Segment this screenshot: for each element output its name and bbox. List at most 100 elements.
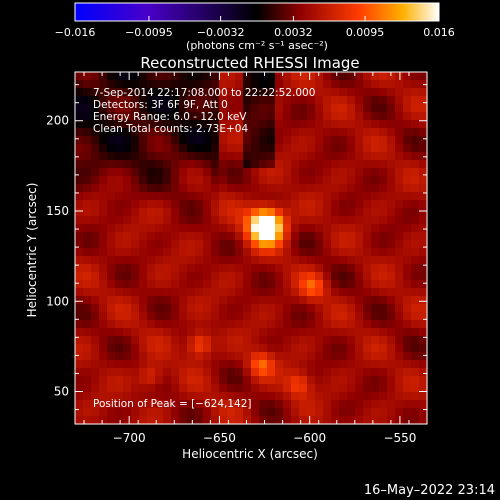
heatmap-cell <box>403 176 412 185</box>
heatmap-cell <box>147 280 156 289</box>
heatmap-cell <box>291 184 300 193</box>
heatmap-cell <box>227 80 236 89</box>
heatmap-cell <box>291 168 300 177</box>
heatmap-cell <box>299 408 308 417</box>
heatmap-cell <box>267 192 276 201</box>
heatmap-cell <box>147 320 156 329</box>
heatmap-cell <box>419 88 428 97</box>
heatmap-cell <box>379 232 388 241</box>
heatmap-cell <box>91 112 100 121</box>
heatmap-cell <box>267 328 276 337</box>
heatmap-cell <box>395 272 404 281</box>
heatmap-cell <box>227 248 236 257</box>
heatmap-cell <box>115 288 124 297</box>
heatmap-cell <box>211 248 220 257</box>
heatmap-cell <box>219 72 228 81</box>
heatmap-cell <box>347 280 356 289</box>
heatmap-cell <box>283 304 292 313</box>
heatmap-cell <box>147 72 156 81</box>
heatmap-cell <box>395 312 404 321</box>
heatmap-cell <box>347 112 356 121</box>
heatmap-cell <box>363 392 372 401</box>
heatmap-cell <box>395 72 404 81</box>
heatmap-cell <box>347 336 356 345</box>
heatmap-cell <box>291 88 300 97</box>
heatmap-cell <box>339 136 348 145</box>
heatmap-cell <box>107 72 116 81</box>
heatmap-cell <box>139 216 148 225</box>
heatmap-cell <box>99 160 108 169</box>
heatmap-cell <box>195 400 204 409</box>
heatmap-cell <box>331 208 340 217</box>
heatmap-cell <box>115 296 124 305</box>
heatmap-cell <box>395 240 404 249</box>
heatmap-cell <box>195 416 204 425</box>
heatmap-cell <box>323 224 332 233</box>
heatmap-cell <box>211 192 220 201</box>
heatmap-cell <box>75 336 84 345</box>
heatmap-cell <box>235 392 244 401</box>
heatmap-cell <box>99 392 108 401</box>
heatmap-cell <box>83 200 92 209</box>
heatmap-cell <box>163 312 172 321</box>
heatmap-cell <box>115 248 124 257</box>
heatmap-cell <box>83 216 92 225</box>
heatmap-cell <box>267 400 276 409</box>
heatmap-cell <box>291 144 300 153</box>
heatmap-cell <box>363 384 372 393</box>
heatmap-cell <box>171 416 180 425</box>
heatmap-cell <box>419 320 428 329</box>
heatmap-cell <box>403 328 412 337</box>
heatmap-cell <box>155 152 164 161</box>
heatmap-cell <box>283 176 292 185</box>
heatmap-cell <box>203 88 212 97</box>
heatmap-cell <box>395 336 404 345</box>
heatmap-cell <box>339 288 348 297</box>
heatmap-cell <box>419 216 428 225</box>
heatmap-cell <box>387 328 396 337</box>
heatmap-cell <box>179 128 188 137</box>
heatmap-cell <box>387 192 396 201</box>
heatmap-cell <box>323 304 332 313</box>
heatmap-cell <box>123 192 132 201</box>
heatmap-cell <box>363 104 372 113</box>
annotation-clean-counts: Clean Total counts: 2.73E+04 <box>93 123 248 135</box>
heatmap-cell <box>227 96 236 105</box>
heatmap-cell <box>163 416 172 425</box>
heatmap-cell <box>395 256 404 265</box>
heatmap-cell <box>203 368 212 377</box>
heatmap-cell <box>275 312 284 321</box>
heatmap-cell <box>155 272 164 281</box>
heatmap-cell <box>323 280 332 289</box>
heatmap-cell <box>131 96 140 105</box>
heatmap-cell <box>155 368 164 377</box>
heatmap-cell <box>371 80 380 89</box>
heatmap-cell <box>203 96 212 105</box>
heatmap-cell <box>83 168 92 177</box>
heatmap-cell <box>411 296 420 305</box>
heatmap-cell <box>91 384 100 393</box>
heatmap-cell <box>211 344 220 353</box>
heatmap-cell <box>371 96 380 105</box>
heatmap-cell <box>259 280 268 289</box>
heatmap-cell <box>355 344 364 353</box>
heatmap-cell <box>323 352 332 361</box>
heatmap-cell <box>99 360 108 369</box>
heatmap-cell <box>91 232 100 241</box>
heatmap-cell <box>195 336 204 345</box>
heatmap-cell <box>163 160 172 169</box>
heatmap-cell <box>83 248 92 257</box>
heatmap-cell <box>235 376 244 385</box>
heatmap-cell <box>323 128 332 137</box>
heatmap-cell <box>91 280 100 289</box>
heatmap-cell <box>283 336 292 345</box>
heatmap-cell <box>323 392 332 401</box>
heatmap-cell <box>115 128 124 137</box>
colorbar-ticks: −0.016 −0.0095 −0.0032 0.0032 0.0095 0.016 <box>55 16 455 39</box>
heatmap-cell <box>299 248 308 257</box>
heatmap-cell <box>187 408 196 417</box>
heatmap-cell <box>363 240 372 249</box>
heatmap-cell <box>355 360 364 369</box>
heatmap-cell <box>395 112 404 121</box>
heatmap-cell <box>323 256 332 265</box>
